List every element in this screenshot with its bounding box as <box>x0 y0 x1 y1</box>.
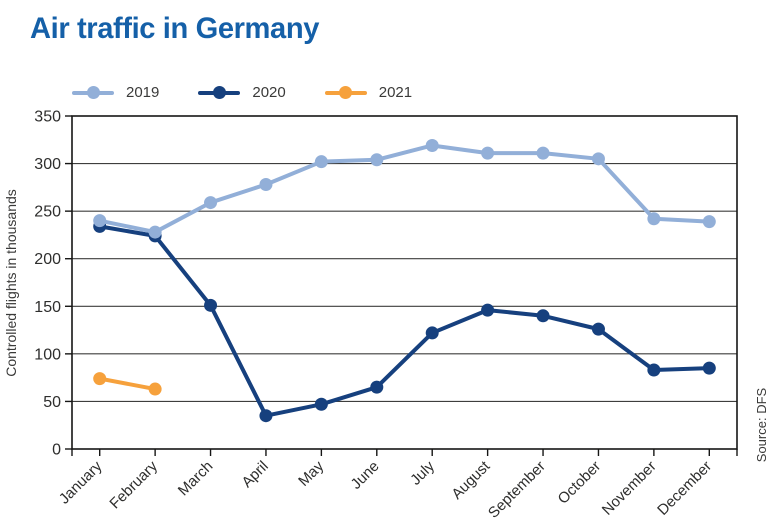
data-point <box>647 363 661 377</box>
data-point <box>536 309 550 323</box>
x-tick-label: December <box>654 458 715 519</box>
data-point <box>314 155 328 169</box>
data-point <box>148 225 162 239</box>
plot-border <box>71 115 738 450</box>
data-point <box>204 196 218 210</box>
y-tick-label: 350 <box>34 109 61 126</box>
data-point <box>370 380 384 394</box>
x-tick-label: April <box>239 458 272 491</box>
data-point <box>259 409 273 423</box>
source-label: Source: DFS <box>754 387 769 462</box>
y-tick-label: 100 <box>34 346 61 363</box>
legend-item-2020: 2020 <box>198 84 286 101</box>
series-2019 <box>93 138 716 239</box>
y-tick-label: 50 <box>43 394 61 411</box>
y-tick-label: 150 <box>34 299 61 316</box>
legend-label-2021: 2021 <box>378 84 413 101</box>
y-tick-label: 0 <box>52 442 61 459</box>
x-tick-label: May <box>295 457 327 489</box>
x-tick-label: October <box>555 458 605 508</box>
legend-line-marker-2020 <box>198 86 241 99</box>
data-point <box>314 397 328 411</box>
legend-item-2019: 2019 <box>72 84 159 101</box>
legend-label-2019: 2019 <box>126 84 160 101</box>
y-axis-title: Controlled flights in thousands <box>3 189 19 377</box>
data-point <box>93 372 107 386</box>
series-2021 <box>93 372 162 396</box>
plot-area: 0 50 100 150 200 250 300 350 January February Marc… <box>34 109 738 522</box>
y-tick-label: 250 <box>34 204 61 221</box>
chart-legend: 2019 2020 2021 <box>72 84 451 101</box>
x-tick-label: June <box>348 458 383 493</box>
x-tick-label: March <box>175 458 216 499</box>
x-tick-label: January <box>56 457 106 507</box>
data-point <box>425 326 439 340</box>
x-tick-label: November <box>599 458 660 519</box>
data-point <box>93 214 107 228</box>
data-point <box>591 152 605 166</box>
x-tick-label: September <box>485 458 549 522</box>
data-point <box>702 361 716 375</box>
data-point <box>591 322 605 336</box>
data-point <box>647 212 661 226</box>
x-tick-label: February <box>106 457 161 512</box>
legend-line-marker-2019 <box>72 86 114 99</box>
series-line <box>97 224 712 418</box>
series-line <box>97 143 712 235</box>
legend-dot <box>339 86 353 99</box>
y-tick-label: 200 <box>34 251 61 268</box>
y-tick-label: 300 <box>34 156 61 173</box>
data-point <box>481 303 495 317</box>
chart-title: Air traffic in Germany <box>30 12 320 45</box>
data-point <box>536 146 550 160</box>
series-line <box>97 376 158 392</box>
data-point <box>481 146 495 160</box>
legend-dot <box>212 86 226 99</box>
x-tick-label: July <box>407 457 438 488</box>
data-point <box>148 382 162 396</box>
x-tick-label: August <box>448 457 494 503</box>
data-point <box>425 138 439 152</box>
legend-label-2020: 2020 <box>252 84 286 101</box>
data-point <box>204 298 218 312</box>
legend-dot <box>86 86 100 99</box>
legend-line-marker-2021 <box>324 86 367 99</box>
legend-item-2021: 2021 <box>324 84 413 101</box>
data-point <box>370 153 384 167</box>
data-point <box>259 178 273 192</box>
data-point <box>702 215 716 229</box>
series-2020 <box>93 219 716 423</box>
